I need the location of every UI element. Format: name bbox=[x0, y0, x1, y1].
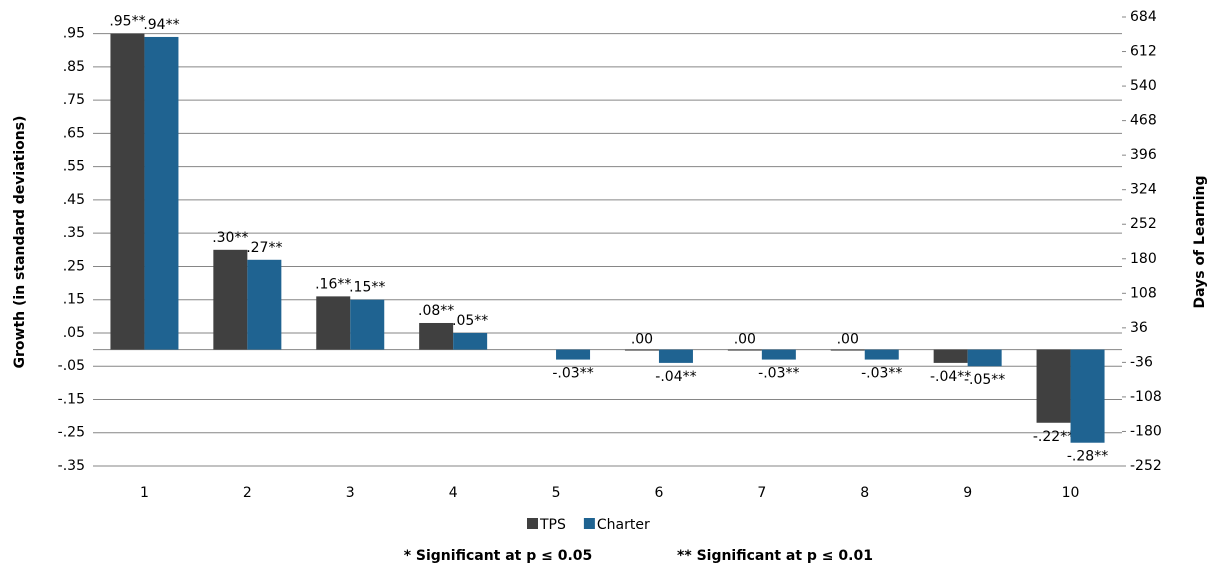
y2-tick-label: -180 bbox=[1130, 423, 1162, 439]
x-tick-label: 1 bbox=[140, 485, 149, 501]
y-tick-label: .85 bbox=[63, 59, 85, 75]
x-tick-label: 7 bbox=[757, 485, 766, 501]
y-tick-label: .35 bbox=[63, 225, 85, 241]
y2-axis-title: Days of Learning bbox=[1192, 175, 1208, 308]
bar bbox=[624, 349, 659, 351]
bar bbox=[556, 349, 591, 360]
x-tick-label: 5 bbox=[552, 485, 561, 501]
data-label: .16** bbox=[315, 276, 351, 292]
x-tick-label: 8 bbox=[860, 485, 869, 501]
y-tick-label: -.35 bbox=[58, 458, 85, 474]
legend-swatch bbox=[527, 518, 538, 529]
y2-tick-label: 252 bbox=[1130, 216, 1157, 232]
data-label: .05** bbox=[452, 313, 488, 329]
y-tick-label: .95 bbox=[63, 26, 85, 42]
data-label: .94** bbox=[143, 17, 179, 33]
y2-tick-label: 468 bbox=[1130, 113, 1157, 129]
y-tick-label: .45 bbox=[63, 192, 85, 208]
data-label: .00 bbox=[734, 332, 756, 348]
data-label: -.05** bbox=[964, 372, 1005, 388]
y2-tick-label: 684 bbox=[1130, 9, 1157, 25]
y-tick-label: .65 bbox=[63, 125, 85, 141]
data-label: -.03** bbox=[552, 366, 593, 382]
bar bbox=[247, 259, 282, 350]
y2-tick-label: 180 bbox=[1130, 251, 1157, 267]
data-label: .08** bbox=[418, 303, 454, 319]
bar bbox=[727, 349, 762, 351]
y-tick-label: .75 bbox=[63, 92, 85, 108]
data-label: -.03** bbox=[861, 366, 902, 382]
bar bbox=[864, 349, 899, 360]
y2-tick-label: -252 bbox=[1130, 458, 1162, 474]
annotation: ** Significant at p ≤ 0.01 bbox=[677, 548, 873, 564]
x-tick-label: 6 bbox=[654, 485, 663, 501]
bar bbox=[213, 249, 248, 350]
y2-tick-label: -108 bbox=[1130, 389, 1162, 405]
y2-tick-label: 108 bbox=[1130, 285, 1157, 301]
data-label: .15** bbox=[349, 280, 385, 296]
data-label: -.04** bbox=[930, 369, 971, 385]
x-tick-label: 10 bbox=[1062, 485, 1080, 501]
x-tick-label: 4 bbox=[449, 485, 458, 501]
bar bbox=[419, 322, 454, 350]
y-tick-label: .15 bbox=[63, 292, 85, 308]
bar bbox=[967, 349, 1002, 367]
data-label: .30** bbox=[212, 230, 248, 246]
y2-tick-label: 36 bbox=[1130, 320, 1148, 336]
bar bbox=[830, 349, 865, 351]
x-tick-label: 3 bbox=[346, 485, 355, 501]
y-tick-label: .55 bbox=[63, 159, 85, 175]
y2-tick-label: 540 bbox=[1130, 78, 1157, 94]
y2-tick-label: -36 bbox=[1130, 354, 1153, 370]
data-label: -.22** bbox=[1033, 429, 1074, 445]
data-label: .00 bbox=[837, 332, 859, 348]
bar bbox=[761, 349, 796, 360]
bar bbox=[933, 349, 968, 363]
data-label: .95** bbox=[109, 14, 145, 30]
y2-tick-label: 396 bbox=[1130, 147, 1157, 163]
y-tick-label: .05 bbox=[63, 325, 85, 341]
y2-tick-label: 324 bbox=[1130, 182, 1157, 198]
legend-label: TPS bbox=[539, 517, 566, 533]
x-tick-label: 9 bbox=[963, 485, 972, 501]
y-tick-label: -.05 bbox=[58, 358, 85, 374]
annotation: * Significant at p ≤ 0.05 bbox=[404, 548, 593, 564]
y-axis-title: Growth (in standard deviations) bbox=[12, 116, 28, 369]
data-label: -.04** bbox=[655, 369, 696, 385]
bar bbox=[1070, 349, 1105, 443]
y-tick-label: -.15 bbox=[58, 391, 85, 407]
bar bbox=[453, 332, 488, 350]
legend-swatch bbox=[583, 518, 595, 529]
bar bbox=[110, 33, 145, 350]
y-tick-label: -.25 bbox=[58, 425, 85, 441]
x-tick-label: 2 bbox=[243, 485, 252, 501]
data-label: -.28** bbox=[1067, 449, 1108, 465]
bar bbox=[1036, 349, 1071, 423]
data-label: .27** bbox=[246, 240, 282, 256]
y-tick-label: .25 bbox=[63, 258, 85, 274]
data-label: -.03** bbox=[758, 366, 799, 382]
legend-label: Charter bbox=[597, 517, 650, 533]
bar bbox=[144, 36, 179, 350]
y2-tick-label: 612 bbox=[1130, 44, 1157, 60]
bar bbox=[350, 299, 385, 350]
data-label: .00 bbox=[631, 332, 653, 348]
bar bbox=[658, 349, 693, 363]
bar bbox=[316, 296, 351, 350]
